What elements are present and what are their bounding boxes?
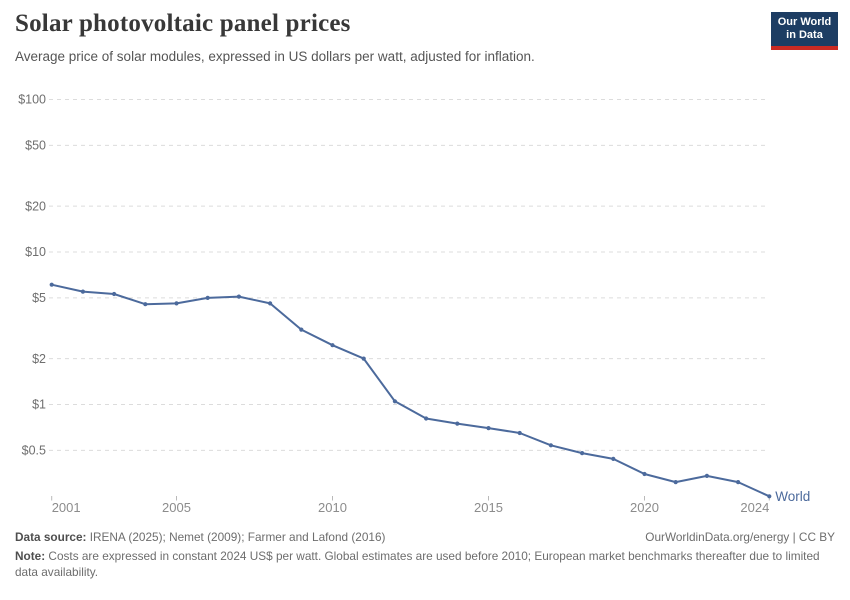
- data-point-marker: [611, 456, 616, 461]
- data-point-marker: [580, 451, 585, 456]
- x-axis-tick-label: 2005: [162, 500, 191, 515]
- data-point-marker: [455, 421, 460, 426]
- data-point-marker: [112, 291, 117, 297]
- page-title: Solar photovoltaic panel prices: [15, 10, 351, 37]
- data-point-marker: [486, 426, 491, 431]
- data-source-value: IRENA (2025); Nemet (2009); Farmer and L…: [86, 530, 386, 544]
- data-point-marker: [517, 430, 522, 436]
- chart-footer: Data source: IRENA (2025); Nemet (2009);…: [15, 529, 835, 580]
- x-axis-tick-label: 2020: [630, 500, 659, 515]
- note-text: Note: Costs are expressed in constant 20…: [15, 548, 827, 580]
- owid-energy-link[interactable]: OurWorldinData.org/energy | CC BY: [645, 530, 835, 544]
- y-axis-tick-label: $2: [32, 352, 46, 366]
- x-axis-tick-label: 2024: [740, 500, 769, 515]
- data-point-marker: [80, 289, 85, 294]
- line-chart: $100 $50 $20 $10 $5 $2 $1 $0.5 2001 2005 2010 2015 2…: [18, 93, 810, 515]
- data-point-marker: [143, 302, 148, 307]
- y-axis-tick-label: $1: [32, 398, 46, 412]
- data-point-marker: [736, 480, 741, 485]
- y-axis-tick-label: $10: [25, 245, 46, 259]
- data-point-marker: [673, 480, 678, 485]
- data-point-marker: [236, 294, 241, 299]
- x-axis-tick-label: 2015: [474, 500, 503, 515]
- source-row: Data source: IRENA (2025); Nemet (2009);…: [15, 529, 835, 545]
- data-point-marker: [767, 494, 772, 499]
- data-point-marker: [205, 295, 210, 300]
- y-axis-tick-label: $100: [18, 93, 46, 107]
- owid-logo-line2: in Data: [786, 29, 823, 41]
- data-point-marker: [424, 416, 429, 421]
- chart-subtitle: Average price of solar modules, expresse…: [15, 49, 535, 64]
- x-axis-tick-label: 2001: [52, 500, 81, 515]
- data-point-marker: [268, 301, 273, 306]
- data-point-marker: [361, 356, 366, 361]
- data-point-marker: [330, 343, 335, 348]
- owid-logo-line1: Our World: [777, 16, 832, 28]
- data-source-label: Data source:: [15, 530, 87, 544]
- world-price-line: [50, 283, 771, 498]
- data-point-marker: [392, 399, 397, 404]
- y-axis-tick-label: $0.5: [22, 444, 46, 458]
- data-point-marker: [642, 471, 647, 477]
- data-point-marker: [299, 327, 304, 332]
- data-source-text: Data source: IRENA (2025); Nemet (2009);…: [15, 529, 385, 545]
- data-point-marker: [49, 282, 54, 287]
- data-point-marker: [174, 301, 179, 306]
- note-label: Note:: [15, 549, 46, 563]
- data-point-marker: [704, 473, 710, 478]
- y-axis-tick-label: $5: [32, 291, 46, 305]
- owid-logo[interactable]: Our World in Data: [771, 12, 838, 50]
- x-axis-tick-label: 2010: [318, 500, 347, 515]
- y-axis-tick-label: $20: [25, 199, 46, 213]
- data-point-marker: [548, 443, 554, 448]
- series-label-world: World: [775, 489, 810, 504]
- y-axis-tick-label: $50: [25, 139, 46, 153]
- note-value: Costs are expressed in constant 2024 US$…: [15, 549, 820, 579]
